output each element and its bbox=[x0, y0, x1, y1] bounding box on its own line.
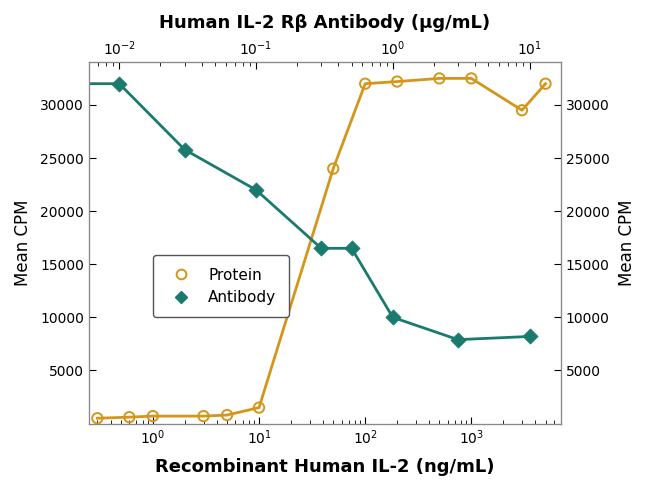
Point bbox=[222, 411, 232, 419]
Point bbox=[92, 415, 103, 422]
Point bbox=[392, 77, 402, 85]
Point bbox=[198, 412, 209, 420]
Point bbox=[114, 80, 125, 88]
Point bbox=[328, 165, 339, 172]
Y-axis label: Mean CPM: Mean CPM bbox=[14, 200, 32, 286]
Legend: Protein, Antibody: Protein, Antibody bbox=[153, 255, 289, 318]
Point bbox=[148, 412, 158, 420]
Point bbox=[43, 80, 53, 88]
Point bbox=[360, 80, 370, 88]
X-axis label: Human IL-2 Rβ Antibody (μg/mL): Human IL-2 Rβ Antibody (μg/mL) bbox=[159, 14, 491, 32]
Point bbox=[453, 336, 463, 343]
Point bbox=[179, 146, 190, 153]
Point bbox=[316, 245, 326, 252]
Point bbox=[434, 74, 445, 82]
Point bbox=[251, 186, 261, 194]
Y-axis label: Mean CPM: Mean CPM bbox=[618, 200, 636, 286]
Point bbox=[525, 333, 535, 341]
Point bbox=[124, 413, 135, 421]
Point bbox=[346, 245, 357, 252]
X-axis label: Recombinant Human IL-2 (ng/mL): Recombinant Human IL-2 (ng/mL) bbox=[155, 458, 495, 476]
Point bbox=[387, 314, 398, 321]
Point bbox=[254, 404, 264, 412]
Point bbox=[466, 74, 476, 82]
Point bbox=[540, 80, 551, 88]
Point bbox=[517, 106, 527, 114]
